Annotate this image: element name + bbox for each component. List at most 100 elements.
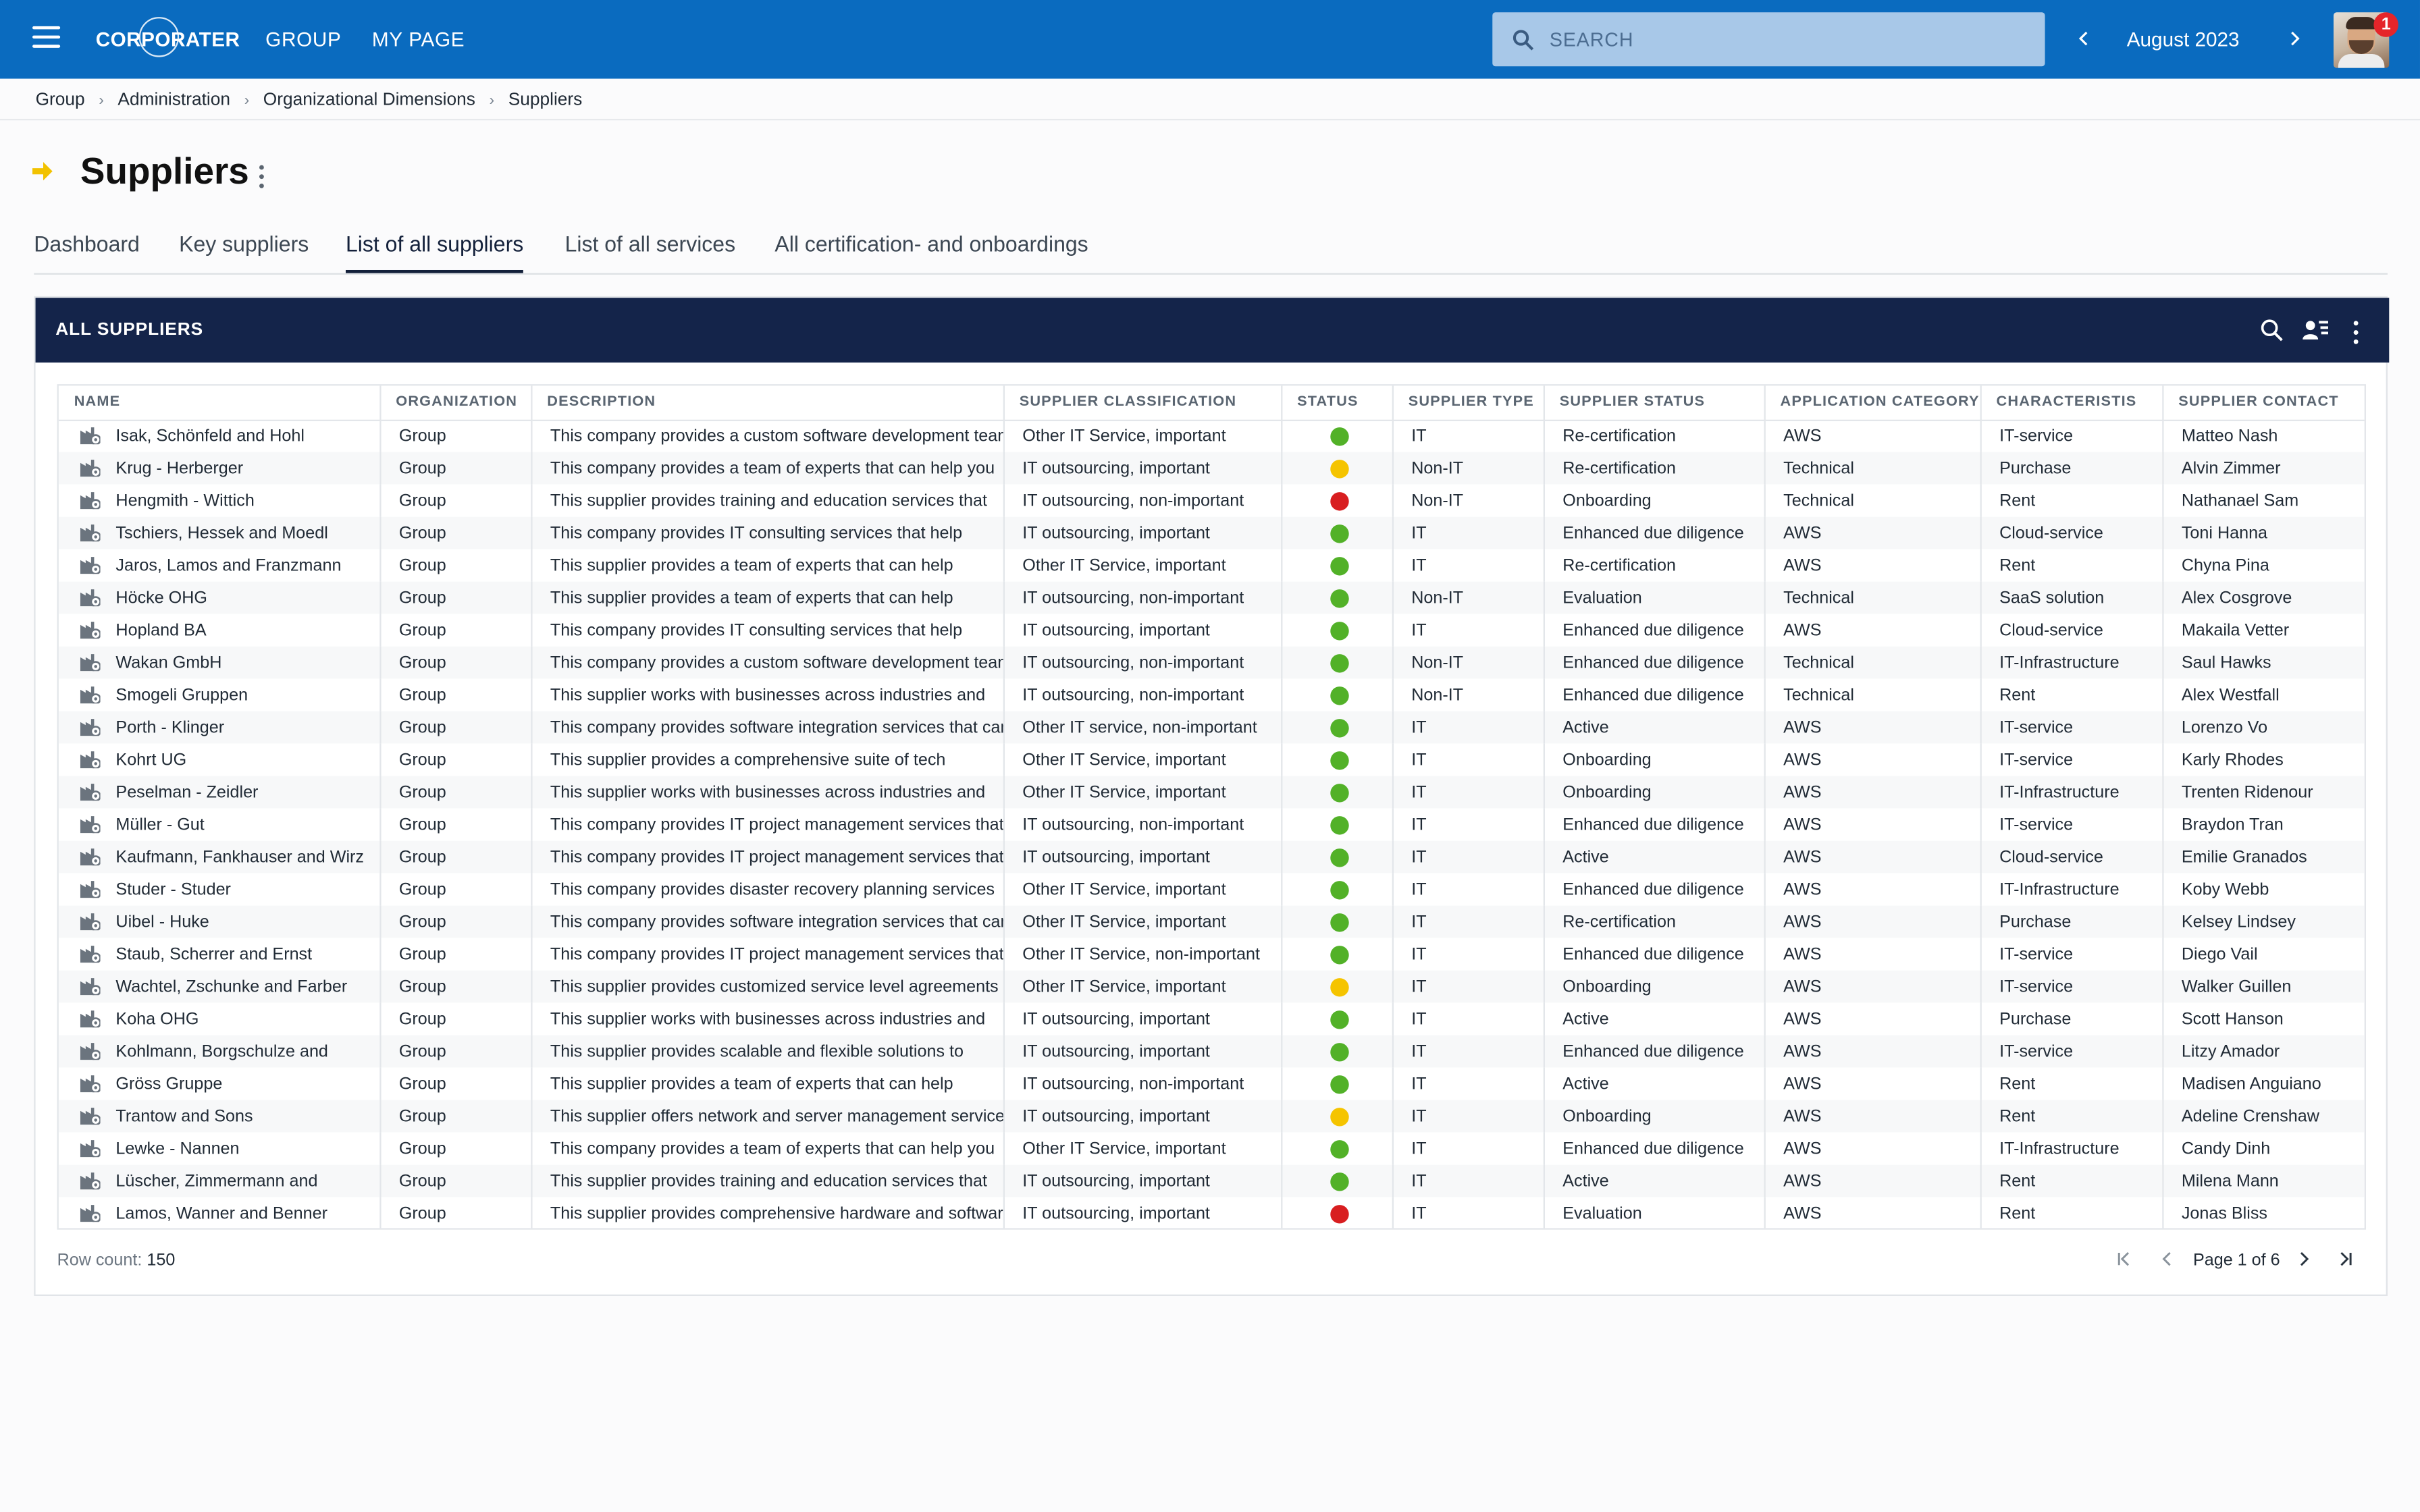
cell-name[interactable]: Lüscher, Zimmermann and (58, 1164, 381, 1197)
table-row[interactable]: Lewke - Nannen Group This company provides… (58, 1132, 2365, 1165)
column-header-name[interactable]: NAME (58, 385, 381, 421)
column-header-supplier-status[interactable]: SUPPLIER STATUS (1543, 385, 1765, 421)
supplier-name[interactable]: Trantow and Sons (115, 1108, 253, 1127)
supplier-name[interactable]: Hengmith - Wittich (115, 492, 255, 511)
breadcrumb-administration[interactable]: Administration (117, 90, 230, 110)
table-row[interactable]: Lüscher, Zimmermann and Group This supplie… (58, 1164, 2365, 1197)
breadcrumb-group[interactable]: Group (35, 90, 85, 110)
cell-name[interactable]: Staub, Scherrer and Ernst (58, 938, 381, 971)
cell-name[interactable]: Gröss Gruppe (58, 1067, 381, 1100)
table-row[interactable]: Lamos, Wanner and Benner Group This suppli… (58, 1197, 2365, 1228)
notification-badge[interactable]: 1 (2373, 12, 2398, 37)
cell-name[interactable]: Isak, Schönfeld and Hohl (58, 419, 381, 452)
table-row[interactable]: Müller - Gut Group This company provides I… (58, 808, 2365, 841)
table-row[interactable]: Smogeli Gruppen Group This supplier works … (58, 678, 2365, 711)
supplier-name[interactable]: Smogeli Gruppen (115, 686, 248, 705)
tab-dashboard[interactable]: Dashboard (34, 231, 140, 256)
cell-name[interactable]: Koha OHG (58, 1002, 381, 1035)
cell-name[interactable]: Krug - Herberger (58, 452, 381, 485)
supplier-name[interactable]: Lewke - Nannen (115, 1140, 240, 1159)
supplier-name[interactable]: Porth - Klinger (115, 719, 225, 738)
contact-card-icon[interactable] (2301, 318, 2329, 343)
previous-page-icon[interactable] (2156, 1248, 2178, 1270)
table-row[interactable]: Höcke OHG Group This supplier provides a t… (58, 581, 2365, 614)
cell-name[interactable]: Lewke - Nannen (58, 1132, 381, 1165)
column-header-description[interactable]: DESCRIPTION (531, 385, 1004, 421)
supplier-name[interactable]: Uibel - Huke (115, 913, 209, 932)
table-row[interactable]: Isak, Schönfeld and Hohl Group This compan… (58, 419, 2365, 452)
table-row[interactable]: Studer - Studer Group This company provide… (58, 873, 2365, 906)
table-row[interactable]: Kaufmann, Fankhauser and Wirz Group This c… (58, 840, 2365, 873)
logo[interactable]: CORPORATER (96, 17, 240, 60)
supplier-name[interactable]: Koha OHG (115, 1010, 199, 1029)
column-header-supplier-type[interactable]: SUPPLIER TYPE (1392, 385, 1544, 421)
next-period-icon[interactable] (2286, 25, 2304, 53)
supplier-name[interactable]: Müller - Gut (115, 816, 205, 835)
cell-name[interactable]: Porth - Klinger (58, 711, 381, 744)
supplier-name[interactable]: Kohlmann, Borgschulze and (115, 1043, 328, 1062)
table-row[interactable]: Kohrt UG Group This supplier provides a co… (58, 743, 2365, 776)
cell-name[interactable]: Höcke OHG (58, 581, 381, 614)
column-header-characteristis[interactable]: CHARACTERISTIS (1980, 385, 2163, 421)
last-page-icon[interactable] (2334, 1248, 2355, 1270)
supplier-name[interactable]: Gröss Gruppe (115, 1075, 223, 1094)
cell-name[interactable]: Lamos, Wanner and Benner (58, 1197, 381, 1228)
supplier-name[interactable]: Tschiers, Hessek and Moedl (115, 524, 328, 543)
cell-name[interactable]: Kohrt UG (58, 743, 381, 776)
table-row[interactable]: Peselman - Zeidler Group This supplier wor… (58, 776, 2365, 809)
cell-name[interactable]: Studer - Studer (58, 873, 381, 906)
period-label[interactable]: August 2023 (2126, 28, 2240, 51)
cell-name[interactable]: Wachtel, Zschunke and Farber (58, 970, 381, 1003)
cell-name[interactable]: Tschiers, Hessek and Moedl (58, 516, 381, 549)
tab-certifications-onboardings[interactable]: All certification- and onboardings (774, 231, 1088, 256)
cell-name[interactable]: Uibel - Huke (58, 905, 381, 938)
supplier-name[interactable]: Staub, Scherrer and Ernst (115, 946, 313, 965)
cell-name[interactable]: Peselman - Zeidler (58, 776, 381, 809)
cell-name[interactable]: Hengmith - Wittich (58, 484, 381, 517)
table-row[interactable]: Krug - Herberger Group This company provid… (58, 452, 2365, 485)
column-header-application-category[interactable]: APPLICATION CATEGORY (1764, 385, 1981, 421)
supplier-name[interactable]: Wachtel, Zschunke and Farber (115, 978, 348, 997)
cell-name[interactable]: Kohlmann, Borgschulze and (58, 1035, 381, 1068)
tab-key-suppliers[interactable]: Key suppliers (179, 231, 309, 256)
cell-name[interactable]: Smogeli Gruppen (58, 678, 381, 711)
supplier-name[interactable]: Lamos, Wanner and Benner (115, 1205, 327, 1224)
table-row[interactable]: Wakan GmbH Group This company provides a c… (58, 646, 2365, 679)
cell-name[interactable]: Trantow and Sons (58, 1100, 381, 1133)
search-icon[interactable] (2259, 318, 2284, 343)
cell-name[interactable]: Müller - Gut (58, 808, 381, 841)
table-row[interactable]: Trantow and Sons Group This supplier offer… (58, 1100, 2365, 1133)
supplier-name[interactable]: Isak, Schönfeld and Hohl (115, 427, 305, 447)
menu-icon[interactable] (32, 26, 61, 48)
column-header-organization[interactable]: ORGANIZATION (379, 385, 532, 421)
table-row[interactable]: Uibel - Huke Group This company provides s… (58, 905, 2365, 938)
supplier-name[interactable]: Krug - Herberger (115, 460, 244, 479)
cell-name[interactable]: Wakan GmbH (58, 646, 381, 679)
table-row[interactable]: Wachtel, Zschunke and Farber Group This su… (58, 970, 2365, 1003)
nav-group[interactable]: GROUP (265, 28, 342, 51)
table-row[interactable]: Gröss Gruppe Group This supplier provides … (58, 1067, 2365, 1100)
supplier-name[interactable]: Peselman - Zeidler (115, 784, 259, 803)
supplier-name[interactable]: Jaros, Lamos and Franzmann (115, 557, 342, 576)
cell-name[interactable]: Hopland BA (58, 614, 381, 647)
supplier-name[interactable]: Höcke OHG (115, 589, 207, 608)
panel-options-icon[interactable] (2353, 321, 2360, 348)
supplier-name[interactable]: Kohrt UG (115, 751, 187, 770)
supplier-name[interactable]: Wakan GmbH (115, 654, 222, 673)
search-input[interactable] (1549, 28, 2013, 51)
supplier-name[interactable]: Kaufmann, Fankhauser and Wirz (115, 848, 364, 867)
first-page-icon[interactable] (2114, 1248, 2136, 1270)
cell-name[interactable]: Kaufmann, Fankhauser and Wirz (58, 840, 381, 873)
tab-list-of-all-suppliers[interactable]: List of all suppliers (345, 232, 524, 273)
cell-name[interactable]: Jaros, Lamos and Franzmann (58, 549, 381, 582)
table-row[interactable]: Hopland BA Group This company provides IT … (58, 614, 2365, 647)
next-page-icon[interactable] (2294, 1248, 2315, 1270)
table-row[interactable]: Staub, Scherrer and Ernst Group This compa… (58, 938, 2365, 971)
tab-list-of-all-services[interactable]: List of all services (564, 231, 736, 256)
table-row[interactable]: Tschiers, Hessek and Moedl Group This comp… (58, 516, 2365, 549)
breadcrumb-organizational-dimensions[interactable]: Organizational Dimensions (263, 90, 475, 110)
nav-my-page[interactable]: MY PAGE (371, 28, 465, 51)
table-row[interactable]: Koha OHG Group This supplier works with bu… (58, 1002, 2365, 1035)
previous-period-icon[interactable] (2074, 25, 2093, 53)
column-header-supplier-classification[interactable]: SUPPLIER CLASSIFICATION (1003, 385, 1282, 421)
